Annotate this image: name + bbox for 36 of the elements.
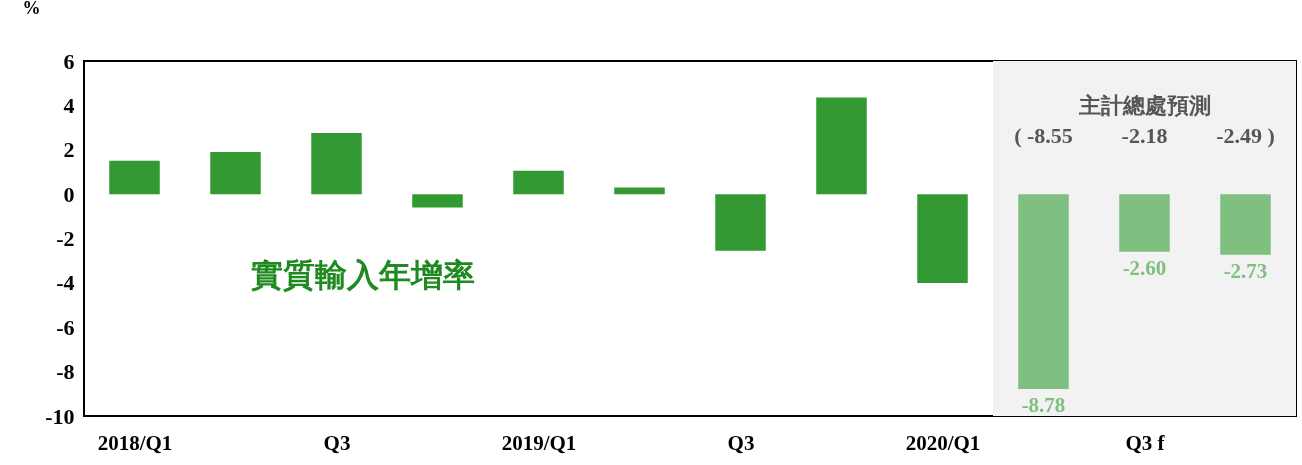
y-tick-label: 0 (63, 181, 75, 207)
data-label: -8.78 (1021, 392, 1066, 417)
annotation: ( -8.55 (1014, 123, 1073, 148)
x-tick-label: 2020/Q1 (905, 430, 981, 455)
y-tick-label: -4 (56, 270, 75, 296)
annotation: 主計總處預測 (1077, 93, 1211, 118)
data-label: -2.73 (1223, 258, 1268, 283)
y-tick-label: -10 (45, 403, 75, 429)
bar (1018, 194, 1069, 389)
bar (109, 160, 160, 195)
bar (1119, 194, 1170, 252)
x-tick-label: 2018/Q1 (97, 430, 173, 455)
y-axis-title: % (22, 0, 41, 18)
y-tick-label: 4 (63, 92, 75, 118)
data-label: -2.60 (1122, 255, 1167, 280)
annotation: -2.49 ) (1216, 123, 1275, 148)
bar (917, 194, 968, 283)
bar (311, 133, 362, 195)
bar (412, 194, 463, 208)
y-tick-label: 2 (63, 137, 75, 163)
annotation: 實質輸入年增率 (250, 256, 475, 293)
bar (816, 97, 867, 195)
x-tick-label: 2019/Q1 (501, 430, 577, 455)
x-tick-label: Q3 (323, 430, 351, 455)
x-tick-label: Q3 f (1125, 430, 1166, 455)
bar (715, 194, 766, 251)
bar (210, 151, 261, 195)
y-tick-label: -6 (56, 314, 75, 340)
y-tick-label: -2 (56, 226, 75, 251)
bar (614, 187, 665, 195)
x-tick-label: Q3 (727, 430, 755, 455)
y-tick-label: -8 (56, 359, 75, 385)
annotation: -2.18 (1121, 123, 1168, 148)
bar (1220, 194, 1271, 255)
y-tick-label: 6 (63, 48, 75, 74)
bar (513, 170, 564, 195)
